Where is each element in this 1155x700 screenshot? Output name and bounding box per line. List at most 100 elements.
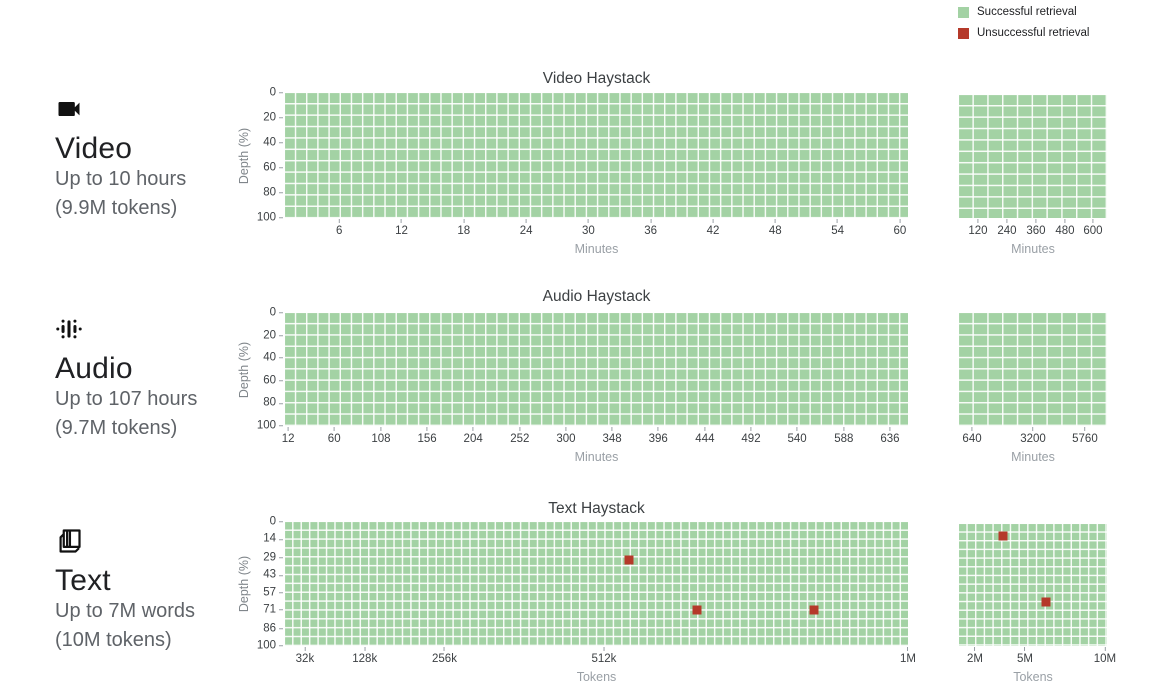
unsuccessful-retrieval-marker bbox=[624, 555, 634, 565]
x-tick: 2M bbox=[967, 646, 983, 666]
video-subtitle-1: Up to 10 hours bbox=[55, 168, 187, 190]
y-tick: 40 bbox=[263, 352, 283, 364]
y-axis-title: Depth (%) bbox=[237, 127, 251, 184]
text-title: Text bbox=[55, 564, 111, 597]
x-tick: 12 bbox=[282, 426, 295, 446]
text-subtitle-1: Up to 7M words bbox=[55, 600, 196, 622]
x-tick: 5760 bbox=[1072, 426, 1098, 446]
y-tick: 100 bbox=[257, 212, 283, 224]
y-tick: 100 bbox=[257, 420, 283, 432]
x-axis-title: Minutes bbox=[574, 242, 619, 256]
y-tick: 20 bbox=[263, 112, 283, 124]
y-axis-title: Depth (%) bbox=[237, 341, 251, 398]
y-tick: 100 bbox=[257, 640, 283, 652]
x-tick: 512k bbox=[592, 646, 616, 666]
y-tick: 29 bbox=[263, 552, 283, 564]
y-tick: 86 bbox=[263, 622, 283, 635]
x-tick: 1M bbox=[900, 646, 916, 666]
y-tick: 0 bbox=[270, 516, 283, 528]
x-tick: 12 bbox=[395, 218, 408, 238]
x-tick: 300 bbox=[556, 426, 576, 446]
video-side-label: Video Up to 10 hours (9.9M tokens) bbox=[55, 95, 186, 223]
text-subtitle-2: (10M tokens) bbox=[55, 629, 172, 651]
x-tick: 636 bbox=[880, 426, 900, 446]
y-axis-title: Depth (%) bbox=[237, 555, 251, 613]
x-tick: 360 bbox=[1026, 218, 1046, 238]
x-tick: 54 bbox=[831, 218, 844, 238]
x-tick: 120 bbox=[968, 218, 988, 238]
audio-main-chart: 12 60 108 156 204 252 300 348 396 444 492 540 588 636… bbox=[237, 307, 908, 464]
unsuccessful-retrieval-swatch bbox=[958, 27, 969, 39]
legend: Successful retrieval Unsuccessful retrie… bbox=[958, 6, 1090, 39]
x-tick: 60 bbox=[893, 218, 906, 238]
y-tick: 80 bbox=[263, 187, 283, 199]
y-tick: 60 bbox=[263, 375, 283, 387]
book-icon bbox=[55, 527, 195, 560]
videocam-icon bbox=[55, 95, 186, 128]
y-tick: 0 bbox=[270, 307, 283, 319]
x-tick: 5M bbox=[1017, 646, 1033, 666]
x-tick: 128k bbox=[352, 646, 377, 666]
x-axis-title: Minutes bbox=[1011, 242, 1055, 256]
audio-title: Audio bbox=[55, 352, 133, 385]
legend-label-unsuccessful: Unsuccessful retrieval bbox=[977, 26, 1090, 39]
x-tick: 6 bbox=[336, 218, 342, 238]
x-tick: 600 bbox=[1083, 218, 1103, 238]
audio-side-label: Audio Up to 107 hours (9.7M tokens) bbox=[55, 315, 197, 443]
x-tick: 18 bbox=[457, 218, 470, 238]
x-tick: 3200 bbox=[1020, 426, 1046, 446]
audio-subtitle-2: (9.7M tokens) bbox=[55, 417, 178, 439]
audio-subtitle-1: Up to 107 hours bbox=[55, 388, 198, 410]
x-tick: 480 bbox=[1055, 218, 1075, 238]
x-axis-title: Tokens bbox=[1013, 670, 1053, 684]
y-tick: 80 bbox=[263, 397, 283, 410]
x-tick: 252 bbox=[510, 426, 529, 446]
x-tick: 36 bbox=[644, 218, 657, 238]
x-tick: 30 bbox=[582, 218, 595, 238]
x-tick: 640 bbox=[962, 426, 982, 446]
unsuccessful-retrieval-marker bbox=[809, 605, 819, 615]
audio-detail-chart: 640 3200 5760 Minutes bbox=[959, 313, 1107, 464]
y-tick: 40 bbox=[263, 137, 283, 149]
x-tick: 48 bbox=[769, 218, 782, 238]
x-tick: 492 bbox=[741, 426, 761, 446]
unsuccessful-retrieval-marker bbox=[998, 531, 1008, 541]
y-tick: 20 bbox=[263, 329, 283, 342]
y-tick: 43 bbox=[263, 569, 283, 582]
video-title: Video bbox=[55, 132, 133, 165]
video-haystack-title: Video Haystack bbox=[542, 70, 651, 87]
legend-label-successful: Successful retrieval bbox=[977, 6, 1077, 18]
x-tick: 396 bbox=[649, 426, 668, 446]
x-tick: 42 bbox=[707, 218, 719, 238]
x-tick: 156 bbox=[417, 426, 437, 446]
y-tick: 14 bbox=[263, 533, 283, 546]
audio-haystack-title: Audio Haystack bbox=[542, 288, 651, 305]
x-tick: 444 bbox=[695, 426, 714, 446]
text-main-chart: 32k 128k 256k 512k 1M Tokens 0 14 29 43 57 71 86 100 D… bbox=[237, 516, 916, 684]
unsuccessful-retrieval-marker bbox=[692, 605, 702, 615]
x-tick: 540 bbox=[788, 426, 807, 446]
y-tick: 71 bbox=[263, 604, 283, 616]
x-tick: 256k bbox=[432, 646, 457, 666]
x-tick: 348 bbox=[602, 426, 622, 446]
x-axis-title: Minutes bbox=[574, 450, 619, 464]
x-tick: 10M bbox=[1094, 646, 1116, 666]
video-subtitle-2: (9.9M tokens) bbox=[55, 197, 178, 219]
x-tick: 24 bbox=[520, 218, 532, 238]
waveform-icon bbox=[55, 315, 197, 348]
y-tick: 60 bbox=[263, 162, 283, 174]
x-tick: 240 bbox=[997, 218, 1017, 238]
y-tick: 0 bbox=[270, 87, 283, 99]
x-axis-title: Tokens bbox=[576, 670, 617, 684]
x-tick: 60 bbox=[328, 426, 341, 446]
text-detail-chart: 2M 5M 10M Tokens bbox=[959, 524, 1116, 684]
x-tick: 32k bbox=[296, 646, 314, 666]
text-haystack-title: Text Haystack bbox=[548, 500, 645, 517]
x-tick: 108 bbox=[371, 426, 391, 446]
text-side-label: Text Up to 7M words (10M tokens) bbox=[55, 527, 195, 655]
x-tick: 204 bbox=[464, 426, 483, 446]
video-main-chart: 6 12 18 24 30 36 42 48 54 60 Minutes 0 20 40 60 80 100 De… bbox=[237, 87, 908, 256]
y-tick: 57 bbox=[263, 586, 283, 599]
x-tick: 588 bbox=[834, 426, 853, 446]
video-detail-chart: 120 240 360 480 600 Minutes bbox=[959, 95, 1107, 256]
